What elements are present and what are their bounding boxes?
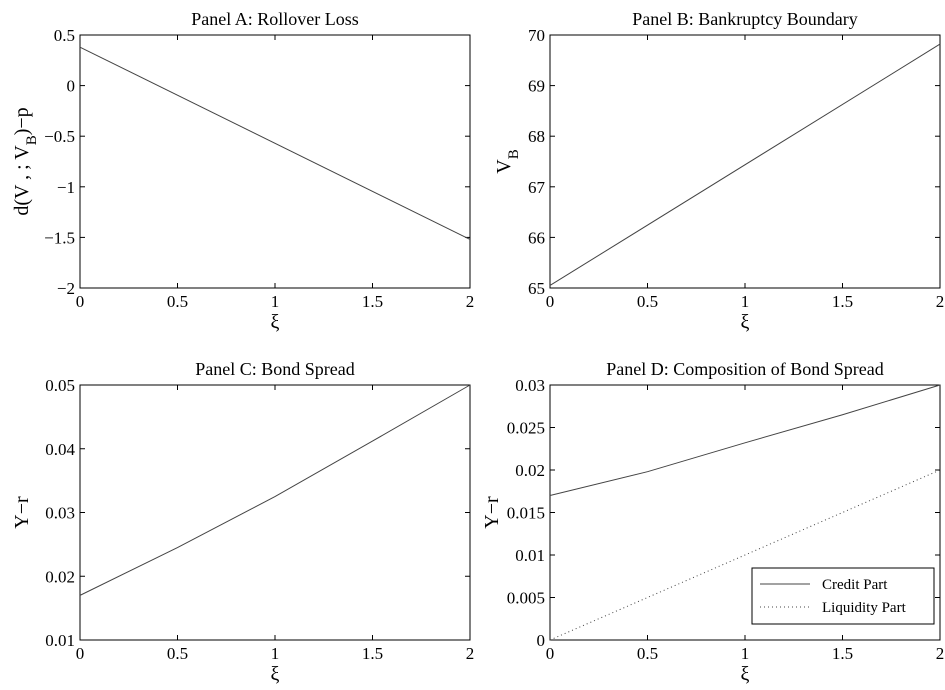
plot-frame	[549, 34, 941, 289]
series-line	[79, 384, 471, 596]
legend-entry: Liquidity Part	[822, 600, 907, 616]
panel-title: Panel B: Bankruptcy Boundary	[632, 9, 857, 29]
y-tick-label: 0.01	[45, 631, 75, 650]
y-tick-label: 0.03	[515, 376, 545, 395]
panel-d: Panel D: Composition of Bond Spread 0 0.5 1…	[481, 359, 944, 685]
y-tick-label: 65	[528, 279, 545, 298]
series-line	[549, 43, 941, 286]
x-axis-label: ξ	[741, 311, 750, 333]
series-line	[79, 46, 471, 240]
x-tick-label: 0.5	[637, 644, 658, 663]
plot-frame	[79, 384, 471, 641]
plot-frame	[79, 34, 471, 289]
y-axis-label: Y−r	[481, 496, 503, 529]
y-tick-label: 0.01	[515, 546, 545, 565]
x-tick-label: 0.5	[167, 292, 188, 311]
x-axis-label: ξ	[741, 663, 750, 685]
legend-entry: Credit Part	[822, 577, 888, 593]
y-tick-label: 69	[528, 77, 545, 96]
y-tick-label: 0.025	[507, 419, 545, 438]
panel-title: Panel A: Rollover Loss	[191, 9, 359, 29]
x-tick-label: 2	[466, 292, 475, 311]
y-axis-label: d(V , ; VB)−p	[11, 107, 40, 215]
series-line-credit-part	[549, 384, 941, 496]
legend-box	[751, 567, 935, 625]
y-tick-label: 0.03	[45, 504, 75, 523]
y-tick-label: 0.015	[507, 504, 545, 523]
x-tick-label: 0	[76, 292, 85, 311]
y-tick-label: 0.5	[54, 26, 75, 45]
y-tick-label: 0	[67, 77, 76, 96]
x-tick-label: 1.5	[832, 644, 853, 663]
x-tick-label: 1.5	[832, 292, 853, 311]
y-axis-label: VB	[493, 149, 522, 173]
x-tick-label: 0	[546, 292, 555, 311]
x-tick-label: 1	[741, 292, 750, 311]
x-tick-label: 0	[546, 644, 555, 663]
y-tick-label: 0.02	[45, 567, 75, 586]
y-tick-label: −1	[57, 178, 75, 197]
x-tick-label: 2	[936, 644, 945, 663]
y-tick-label: 67	[528, 178, 546, 197]
x-axis-label: ξ	[271, 311, 280, 333]
y-tick-label: 0	[537, 631, 546, 650]
x-tick-label: 2	[466, 644, 475, 663]
panel-title: Panel C: Bond Spread	[195, 359, 355, 379]
y-tick-label: −0.5	[44, 127, 75, 146]
panel-title: Panel D: Composition of Bond Spread	[606, 359, 884, 379]
x-tick-label: 0	[76, 644, 85, 663]
y-tick-label: 0.02	[515, 461, 545, 480]
panel-b: Panel B: Bankruptcy Boundary 0 0.5 1 1.5 2 65 6…	[493, 9, 944, 333]
y-axis-label: Y−r	[11, 496, 33, 529]
panel-c: Panel C: Bond Spread 0 0.5 1 1.5 2 0.01 0.02 0.0…	[11, 359, 474, 685]
x-tick-label: 0.5	[637, 292, 658, 311]
x-tick-label: 0.5	[167, 644, 188, 663]
y-tick-label: −1.5	[44, 228, 75, 247]
x-axis-label: ξ	[271, 663, 280, 685]
panel-a: Panel A: Rollover Loss 0 0.5 1 1.5 2 −2 −1.5 −1 −…	[11, 9, 474, 333]
y-tick-label: 68	[528, 127, 545, 146]
y-tick-label: 66	[528, 228, 545, 247]
y-tick-label: −2	[57, 279, 75, 298]
x-tick-label: 2	[936, 292, 945, 311]
y-tick-label: 0.04	[45, 440, 75, 459]
x-tick-label: 1	[271, 644, 280, 663]
x-tick-label: 1.5	[362, 292, 383, 311]
x-tick-label: 1.5	[362, 644, 383, 663]
x-tick-label: 1	[271, 292, 280, 311]
series-line-liquidity-part	[549, 469, 941, 641]
y-tick-label: 70	[528, 26, 545, 45]
y-tick-label: 0.05	[45, 376, 75, 395]
legend: Credit Part Liquidity Part	[751, 567, 935, 625]
x-tick-label: 1	[741, 644, 750, 663]
y-tick-label: 0.005	[507, 589, 545, 608]
